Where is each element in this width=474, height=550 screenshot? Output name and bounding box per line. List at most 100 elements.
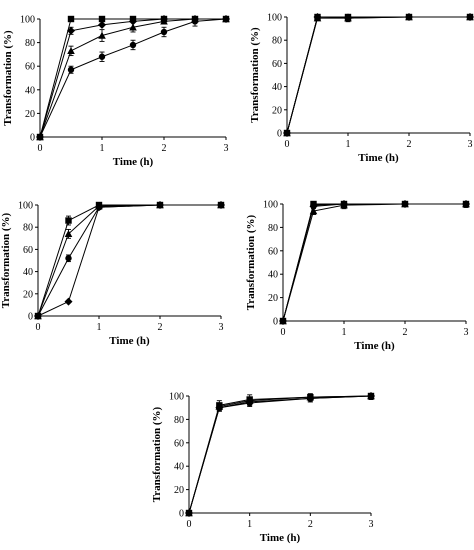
y-tick-label: 20: [23, 289, 33, 300]
series-square: [36, 15, 230, 141]
y-tick-label: 0: [277, 129, 282, 140]
series-line: [282, 203, 466, 322]
y-tick-label: 80: [25, 38, 35, 49]
x-axis-title: Time (h): [260, 532, 301, 544]
data-point: [129, 41, 137, 49]
x-axis-title: Time (h): [358, 152, 399, 164]
data-point: [129, 23, 137, 31]
series-triangle: [36, 15, 230, 141]
x-axis-title: Time (h): [109, 335, 150, 347]
y-axis-title: Transformation (%): [2, 30, 14, 126]
series-diamond: [283, 13, 474, 137]
y-tick-label: 100: [20, 15, 35, 26]
series-circle: [34, 201, 225, 320]
series-line: [188, 395, 372, 514]
series-diamond: [34, 201, 225, 320]
data-point: [34, 312, 42, 320]
data-point: [156, 201, 164, 209]
series-triangle: [279, 200, 470, 325]
series-line: [39, 18, 226, 138]
data-point: [314, 13, 321, 21]
x-tick-label: 3: [468, 139, 473, 150]
series-circle: [279, 200, 470, 325]
data-point: [98, 53, 106, 60]
data-point: [64, 297, 73, 306]
data-point: [340, 200, 348, 208]
series-triangle: [34, 201, 225, 320]
y-axis-title: Transformation (%): [0, 212, 12, 308]
series-circle: [283, 13, 474, 137]
y-tick-label: 40: [272, 82, 282, 93]
data-point: [98, 15, 106, 23]
series-line: [39, 18, 227, 138]
x-tick-label: 2: [162, 143, 167, 154]
y-tick-label: 40: [268, 270, 278, 281]
data-point: [65, 217, 72, 224]
data-point: [405, 13, 413, 21]
data-point: [98, 31, 106, 39]
series-square: [279, 200, 470, 325]
data-point: [307, 395, 314, 402]
y-tick-label: 0: [28, 312, 33, 323]
x-tick-label: 0: [281, 327, 286, 338]
x-tick-label: 2: [308, 519, 313, 530]
y-tick-label: 100: [169, 392, 184, 403]
y-tick-label: 20: [272, 105, 282, 116]
y-tick-label: 60: [25, 62, 35, 73]
y-tick-label: 40: [174, 462, 184, 473]
x-tick-label: 3: [224, 143, 229, 154]
y-tick-label: 60: [174, 438, 184, 449]
data-point: [466, 13, 474, 21]
x-tick-label: 1: [346, 139, 351, 150]
x-tick-label: 0: [285, 139, 290, 150]
series-line: [188, 395, 372, 514]
y-axis-title: Transformation (%): [245, 214, 257, 310]
series-line: [286, 16, 470, 134]
data-point: [129, 17, 137, 26]
y-tick-label: 0: [179, 509, 184, 520]
x-tick-label: 0: [36, 322, 41, 333]
series-diamond: [36, 15, 230, 141]
series-triangle: [283, 13, 474, 137]
series-line: [39, 18, 226, 138]
series-square: [34, 201, 225, 320]
y-tick-label: 80: [174, 415, 184, 426]
data-point: [185, 509, 193, 517]
chart-panel-middle-right: 0 20 40 60 80 100 0 1 2 3 Time (h) Transformation (…: [245, 200, 470, 352]
data-point: [160, 28, 168, 36]
data-point: [217, 201, 225, 209]
data-point: [216, 404, 223, 411]
data-point: [401, 200, 409, 208]
data-point: [67, 26, 75, 35]
data-point: [67, 66, 75, 73]
x-tick-label: 3: [219, 322, 224, 333]
y-tick-label: 20: [25, 109, 35, 120]
x-tick-label: 0: [38, 143, 43, 154]
series-circle: [185, 392, 375, 517]
data-point: [64, 230, 73, 238]
y-tick-label: 0: [30, 133, 35, 144]
y-tick-label: 100: [263, 200, 278, 211]
x-tick-label: 3: [464, 327, 469, 338]
x-axis-title: Time (h): [113, 156, 154, 168]
data-point: [344, 13, 352, 21]
x-tick-label: 1: [247, 519, 252, 530]
chart-panel-top-right: 0 20 40 60 80 100 0 1 2 3 Time (h) Transformation (…: [249, 13, 474, 164]
x-tick-label: 2: [407, 139, 412, 150]
chart-panel-bottom-center: 0 20 40 60 80 100 0 1 2 3 Time (h) Transformation (…: [151, 392, 375, 544]
y-tick-label: 100: [267, 13, 282, 24]
y-tick-label: 100: [18, 201, 33, 212]
data-point: [67, 47, 75, 55]
data-point: [279, 317, 287, 325]
y-tick-label: 80: [268, 223, 278, 234]
x-tick-label: 2: [403, 327, 408, 338]
x-tick-label: 1: [100, 143, 105, 154]
data-point: [462, 200, 470, 208]
x-tick-label: 0: [187, 519, 192, 530]
series-square: [283, 13, 474, 137]
data-point: [67, 15, 75, 23]
series-square: [185, 392, 375, 517]
series-line: [39, 18, 226, 138]
